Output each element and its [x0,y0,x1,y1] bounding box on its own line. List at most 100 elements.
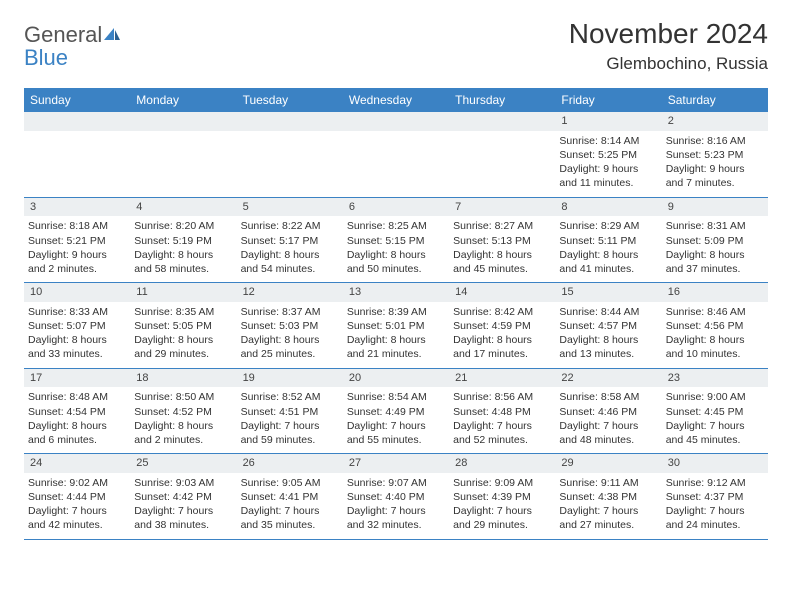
daylight-line-2: and 6 minutes. [28,433,126,447]
month-title: November 2024 [569,18,768,50]
day-cell [24,112,130,197]
day-number: 10 [24,283,130,302]
weekday-monday: Monday [130,88,236,112]
daylight-line-2: and 52 minutes. [453,433,551,447]
daylight-line-2: and 35 minutes. [241,518,339,532]
day-number: 4 [130,198,236,217]
day-cell: 7Sunrise: 8:27 AMSunset: 5:13 PMDaylight… [449,198,555,283]
sunrise-line: Sunrise: 8:39 AM [347,305,445,319]
week-row: 24Sunrise: 9:02 AMSunset: 4:44 PMDayligh… [24,454,768,540]
sunrise-line: Sunrise: 8:56 AM [453,390,551,404]
daylight-line-1: Daylight: 8 hours [28,419,126,433]
daylight-line-2: and 50 minutes. [347,262,445,276]
daylight-line-2: and 48 minutes. [559,433,657,447]
sunset-line: Sunset: 4:37 PM [666,490,764,504]
sunrise-line: Sunrise: 8:44 AM [559,305,657,319]
daylight-line-1: Daylight: 8 hours [666,248,764,262]
weekday-sunday: Sunday [24,88,130,112]
weekday-header: SundayMondayTuesdayWednesdayThursdayFrid… [24,88,768,112]
sunset-line: Sunset: 4:39 PM [453,490,551,504]
daylight-line-1: Daylight: 8 hours [241,248,339,262]
sunrise-line: Sunrise: 8:54 AM [347,390,445,404]
sunrise-line: Sunrise: 9:00 AM [666,390,764,404]
daylight-line-2: and 29 minutes. [134,347,232,361]
sunset-line: Sunset: 4:59 PM [453,319,551,333]
day-cell: 9Sunrise: 8:31 AMSunset: 5:09 PMDaylight… [662,198,768,283]
daylight-line-1: Daylight: 7 hours [241,419,339,433]
day-number: 19 [237,369,343,388]
sunrise-line: Sunrise: 8:52 AM [241,390,339,404]
sunset-line: Sunset: 5:01 PM [347,319,445,333]
day-number: 8 [555,198,661,217]
sunset-line: Sunset: 5:21 PM [28,234,126,248]
day-number: 26 [237,454,343,473]
logo-blue: Blue [24,45,68,70]
day-number: 11 [130,283,236,302]
daylight-line-1: Daylight: 7 hours [347,504,445,518]
daylight-line-2: and 32 minutes. [347,518,445,532]
daylight-line-1: Daylight: 7 hours [347,419,445,433]
day-cell [449,112,555,197]
weekday-saturday: Saturday [662,88,768,112]
day-cell: 8Sunrise: 8:29 AMSunset: 5:11 PMDaylight… [555,198,661,283]
sunrise-line: Sunrise: 8:14 AM [559,134,657,148]
daylight-line-1: Daylight: 7 hours [666,504,764,518]
sunrise-line: Sunrise: 8:16 AM [666,134,764,148]
day-number [237,112,343,131]
sunrise-line: Sunrise: 9:02 AM [28,476,126,490]
daylight-line-2: and 27 minutes. [559,518,657,532]
daylight-line-2: and 17 minutes. [453,347,551,361]
day-cell: 29Sunrise: 9:11 AMSunset: 4:38 PMDayligh… [555,454,661,539]
day-cell: 19 Sunrise: 8:52 AMSunset: 4:51 PMDayligh… [237,369,343,454]
day-number: 25 [130,454,236,473]
day-number: 5 [237,198,343,217]
daylight-line-1: Daylight: 8 hours [28,333,126,347]
day-cell: 13Sunrise: 8:39 AMSunset: 5:01 PMDayligh… [343,283,449,368]
daylight-line-1: Daylight: 7 hours [453,504,551,518]
day-cell: 21Sunrise: 8:56 AMSunset: 4:48 PMDayligh… [449,369,555,454]
day-number: 27 [343,454,449,473]
logo-general: General [24,22,102,47]
sunrise-line: Sunrise: 8:48 AM [28,390,126,404]
sunrise-line: Sunrise: 9:12 AM [666,476,764,490]
daylight-line-2: and 58 minutes. [134,262,232,276]
sunrise-line: Sunrise: 8:35 AM [134,305,232,319]
logo-sail-icon [102,26,122,42]
weekday-friday: Friday [555,88,661,112]
sunset-line: Sunset: 5:19 PM [134,234,232,248]
sunrise-line: Sunrise: 9:07 AM [347,476,445,490]
sunset-line: Sunset: 4:41 PM [241,490,339,504]
week-row: 1Sunrise: 8:14 AMSunset: 5:25 PMDaylight… [24,112,768,198]
daylight-line-1: Daylight: 9 hours [559,162,657,176]
day-cell: 25Sunrise: 9:03 AMSunset: 4:42 PMDayligh… [130,454,236,539]
location: Glembochino, Russia [569,54,768,74]
daylight-line-2: and 29 minutes. [453,518,551,532]
day-number [24,112,130,131]
sunset-line: Sunset: 5:23 PM [666,148,764,162]
daylight-line-2: and 55 minutes. [347,433,445,447]
daylight-line-1: Daylight: 8 hours [134,419,232,433]
sunrise-line: Sunrise: 8:37 AM [241,305,339,319]
daylight-line-2: and 33 minutes. [28,347,126,361]
daylight-line-1: Daylight: 8 hours [559,333,657,347]
sunset-line: Sunset: 4:48 PM [453,405,551,419]
day-cell: 23Sunrise: 9:00 AMSunset: 4:45 PMDayligh… [662,369,768,454]
day-cell: 24Sunrise: 9:02 AMSunset: 4:44 PMDayligh… [24,454,130,539]
daylight-line-1: Daylight: 7 hours [134,504,232,518]
day-number: 23 [662,369,768,388]
daylight-line-1: Daylight: 7 hours [241,504,339,518]
day-number: 3 [24,198,130,217]
sunset-line: Sunset: 4:51 PM [241,405,339,419]
logo: General Blue [24,18,122,70]
day-cell: 22Sunrise: 8:58 AMSunset: 4:46 PMDayligh… [555,369,661,454]
weeks-container: 1Sunrise: 8:14 AMSunset: 5:25 PMDaylight… [24,112,768,540]
sunrise-line: Sunrise: 8:22 AM [241,219,339,233]
sunset-line: Sunset: 4:42 PM [134,490,232,504]
day-number: 16 [662,283,768,302]
daylight-line-1: Daylight: 8 hours [134,248,232,262]
sunrise-line: Sunrise: 9:09 AM [453,476,551,490]
daylight-line-1: Daylight: 8 hours [347,248,445,262]
day-number: 29 [555,454,661,473]
daylight-line-1: Daylight: 8 hours [666,333,764,347]
day-cell: 28Sunrise: 9:09 AMSunset: 4:39 PMDayligh… [449,454,555,539]
